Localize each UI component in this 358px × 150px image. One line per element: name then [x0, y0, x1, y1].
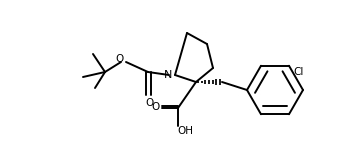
Text: OH: OH [177, 126, 193, 136]
Text: N: N [164, 70, 172, 80]
Text: O: O [152, 102, 160, 112]
Text: Cl: Cl [294, 67, 304, 77]
Text: O: O [145, 98, 153, 108]
Text: O: O [115, 54, 123, 64]
